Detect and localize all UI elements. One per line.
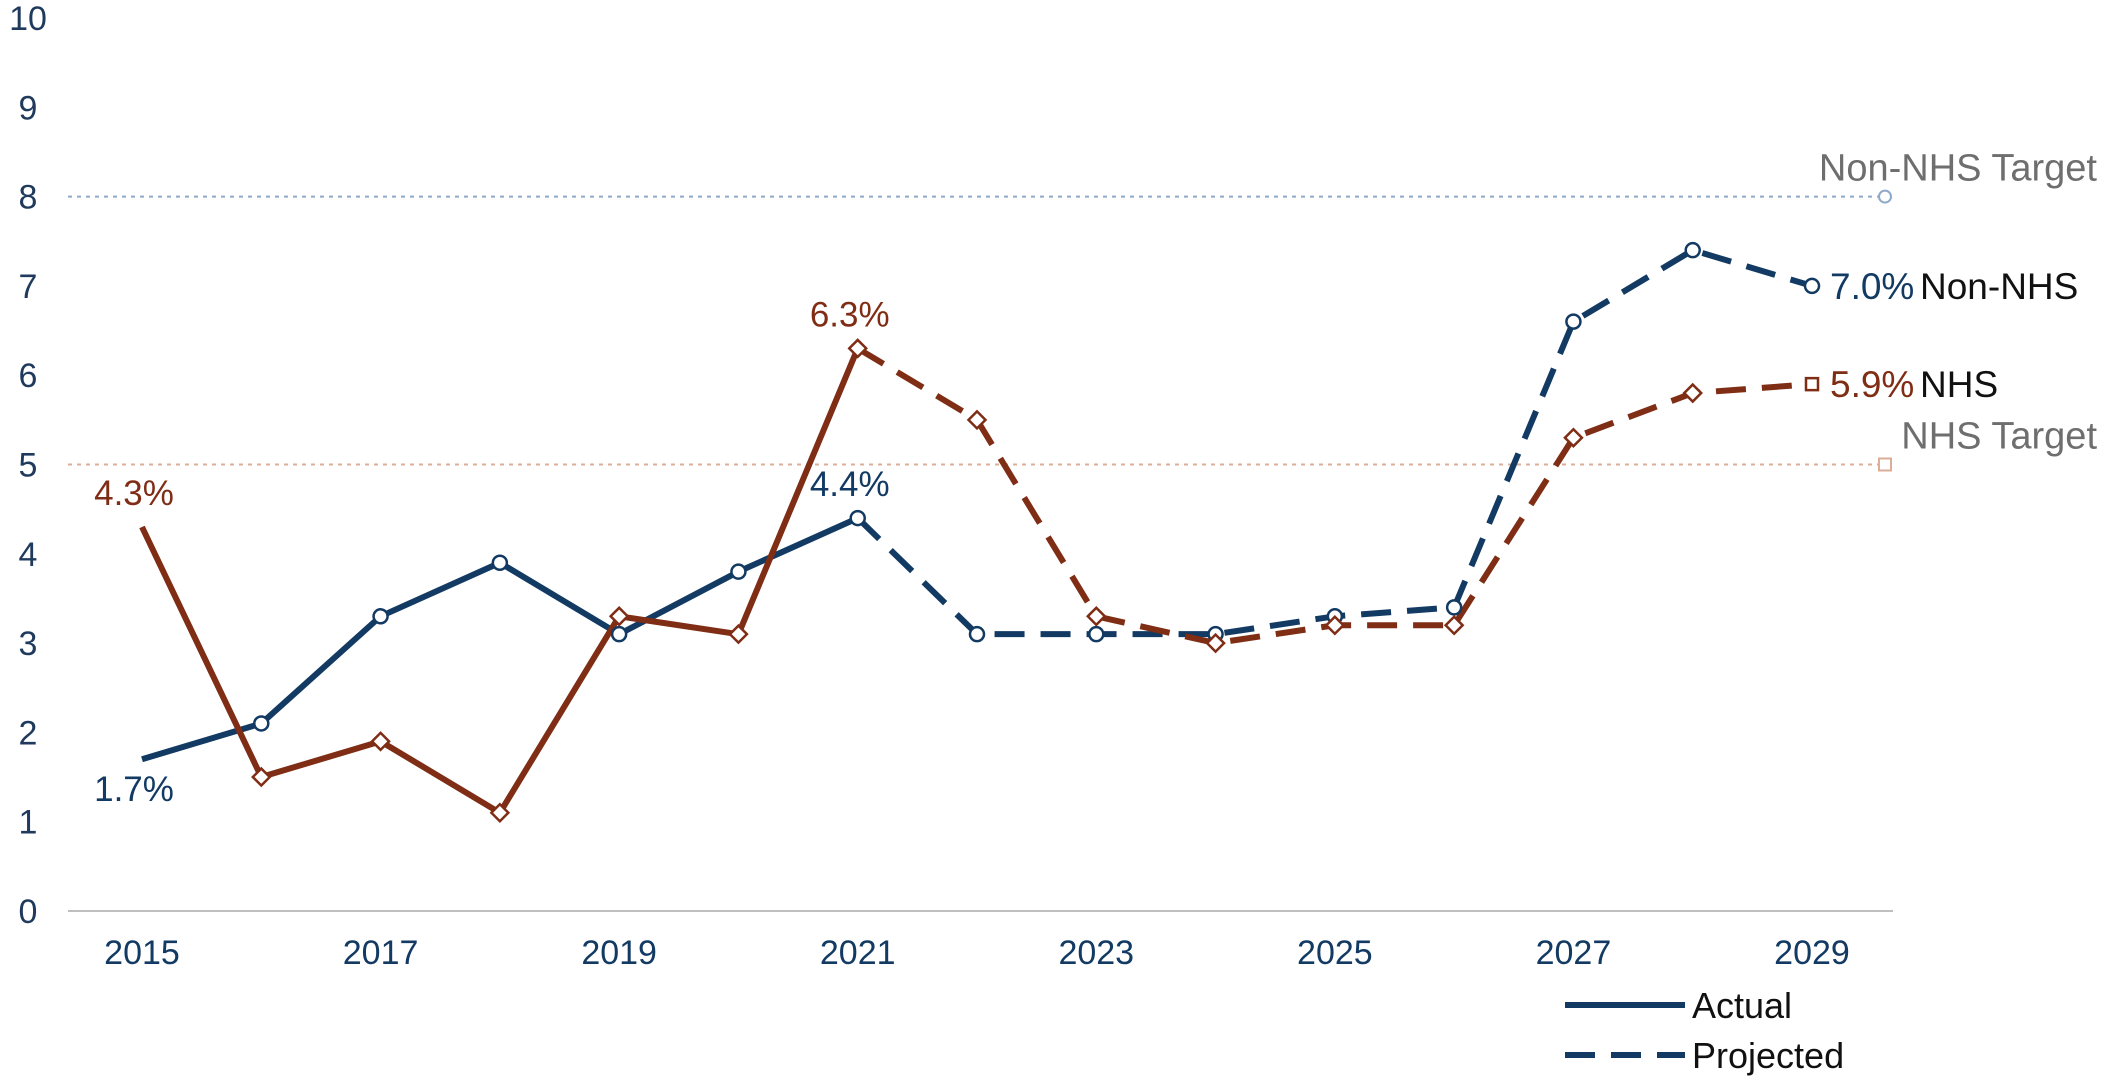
series-markers	[251, 241, 1821, 824]
data-point-marker	[491, 554, 509, 571]
legend-label: Actual	[1692, 985, 1792, 1026]
legend-label: Projected	[1692, 1035, 1844, 1076]
x-tick-label: 2017	[343, 934, 419, 972]
target-marker	[1878, 189, 1892, 204]
data-point-marker	[1088, 625, 1105, 643]
legend: Actual Projected	[1565, 985, 1844, 1076]
data-point-marker	[849, 509, 866, 527]
y-tick-label: 3	[19, 625, 38, 663]
x-axis-tick-labels: 2015 2017 2019 2021 2023 2025 2027 2029	[104, 934, 1850, 972]
target-marker	[1878, 457, 1892, 472]
data-label: 1.7%	[94, 770, 174, 809]
data-point-marker	[1803, 277, 1821, 295]
data-point-marker	[370, 731, 391, 752]
y-tick-label: 4	[19, 536, 38, 574]
data-point-marker	[1324, 614, 1346, 636]
data-point-marker	[847, 338, 868, 359]
data-point-marker	[1684, 241, 1701, 259]
data-point-marker	[1565, 313, 1582, 330]
data-point-marker	[1563, 427, 1584, 448]
target-label: Non-NHS Target	[1819, 148, 2098, 190]
y-tick-label: 10	[9, 0, 47, 38]
data-annotations: 4.3% 1.7% 6.3% 4.4%	[94, 295, 889, 809]
y-tick-label: 5	[19, 447, 38, 485]
data-label: 6.3%	[810, 295, 890, 334]
y-tick-label: 1	[19, 804, 38, 842]
x-tick-label: 2019	[581, 934, 657, 972]
series-line-projected	[856, 345, 1813, 647]
data-label: 4.3%	[94, 474, 174, 513]
data-label: 4.4%	[810, 465, 890, 504]
x-tick-label: 2015	[104, 934, 180, 972]
target-label: NHS Target	[1901, 416, 2097, 458]
y-tick-label: 8	[19, 179, 38, 217]
data-point-marker	[730, 563, 747, 580]
data-point-marker	[253, 715, 270, 732]
x-tick-label: 2023	[1058, 934, 1134, 972]
x-tick-label: 2021	[820, 934, 896, 972]
x-tick-label: 2029	[1774, 934, 1850, 972]
y-tick-label: 0	[19, 893, 38, 931]
series-lines	[139, 247, 1813, 816]
y-tick-label: 6	[19, 357, 38, 395]
x-tick-label: 2025	[1297, 934, 1373, 972]
y-axis-tick-labels: 0 1 2 3 4 5 6 7 8 9 10	[9, 0, 47, 931]
data-point-marker	[966, 409, 988, 431]
y-tick-label: 7	[19, 268, 38, 306]
series-end-value: 5.9%	[1830, 364, 1914, 405]
y-tick-label: 2	[19, 714, 38, 752]
series-end-name: NHS	[1920, 364, 1998, 405]
data-point-marker	[1086, 606, 1107, 627]
data-point-marker	[608, 606, 630, 627]
series-end-labels: 7.0% Non-NHS 5.9% NHS	[1830, 266, 2078, 405]
series-end-value: 7.0%	[1830, 266, 1914, 307]
data-point-marker	[1445, 599, 1463, 616]
x-tick-label: 2027	[1536, 934, 1612, 972]
data-point-marker	[1682, 382, 1703, 404]
data-point-marker	[1205, 632, 1226, 654]
data-point-marker	[1443, 614, 1465, 636]
data-point-marker	[372, 608, 389, 625]
y-tick-label: 9	[19, 89, 38, 127]
series-line-actual	[139, 347, 861, 816]
data-point-marker	[489, 802, 511, 824]
data-point-marker	[728, 623, 749, 645]
series-line-actual	[141, 515, 859, 763]
data-point-marker	[1804, 376, 1820, 392]
data-point-marker	[968, 625, 986, 643]
target-lines: Non-NHS Target NHS Target	[68, 148, 2098, 472]
data-point-marker	[610, 625, 628, 643]
data-point-marker	[251, 766, 272, 788]
series-line-projected	[855, 247, 1813, 638]
series-end-name: Non-NHS	[1920, 266, 2078, 307]
